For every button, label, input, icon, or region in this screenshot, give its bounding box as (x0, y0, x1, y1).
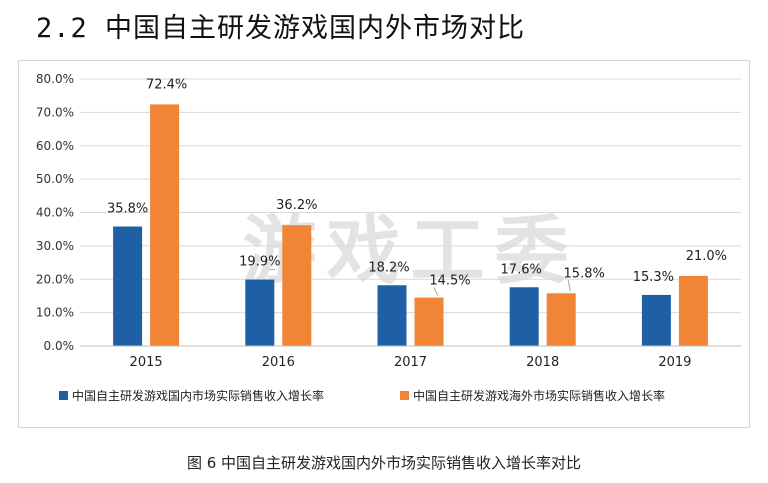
x-tick-label: 2019 (658, 355, 691, 370)
y-tick-label: 10.0% (36, 306, 74, 320)
bar-overseas (282, 225, 312, 346)
y-tick-label: 20.0% (36, 272, 74, 286)
data-label: 18.2% (368, 260, 409, 275)
x-tick-label: 2017 (394, 355, 427, 370)
legend-swatch (59, 391, 68, 400)
data-label: 72.4% (146, 77, 187, 92)
bar-domestic (377, 285, 407, 346)
bar-domestic (245, 279, 275, 346)
bar-overseas (546, 293, 576, 346)
figure-caption: 图 6 中国自主研发游戏国内外市场实际销售收入增长率对比 (186, 454, 582, 472)
leader-line (567, 280, 571, 292)
bar-chart: 游戏工委0.0%10.0%20.0%30.0%40.0%50.0%60.0%70… (36, 72, 741, 403)
bar-domestic (641, 294, 671, 346)
legend-label: 中国自主研发游戏海外市场实际销售收入增长率 (413, 388, 665, 403)
bar-domestic (509, 287, 539, 346)
data-label: 21.0% (686, 249, 727, 264)
y-tick-label: 50.0% (36, 172, 74, 186)
y-tick-label: 70.0% (36, 105, 74, 119)
y-tick-label: 60.0% (36, 139, 74, 153)
data-label: 17.6% (501, 262, 542, 277)
x-tick-label: 2015 (130, 355, 163, 370)
x-tick-label: 2016 (262, 355, 295, 370)
chart-frame: 游戏工委 0.0% 10.0% 20.0% 30.0% 40.0% 50.0% 60.0% 70… (18, 60, 750, 428)
y-tick-label: 40.0% (36, 206, 74, 220)
page-title: 2.2 中国自主研发游戏国内外市场对比 (36, 13, 526, 44)
data-label: 19.9% (239, 255, 280, 270)
leader-line (433, 287, 439, 296)
legend-swatch (400, 391, 409, 400)
bar-overseas (678, 275, 708, 346)
y-tick-label: 30.0% (36, 239, 74, 253)
x-tick-label: 2018 (526, 355, 559, 370)
data-label: 14.5% (429, 274, 470, 289)
data-label: 15.3% (633, 270, 674, 285)
legend-label: 中国自主研发游戏国内市场实际销售收入增长率 (72, 388, 324, 403)
bar-domestic (113, 226, 143, 346)
y-tick-label: 0.0% (44, 339, 75, 353)
data-label: 35.8% (107, 202, 148, 217)
y-tick-label: 80.0% (36, 72, 74, 86)
data-label: 15.8% (564, 266, 605, 281)
data-label: 36.2% (276, 198, 317, 213)
bar-overseas (150, 104, 180, 346)
bar-overseas (414, 297, 444, 346)
